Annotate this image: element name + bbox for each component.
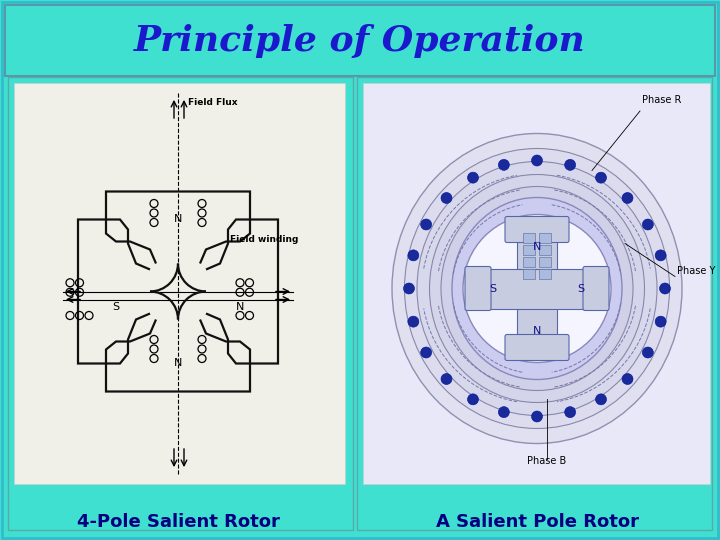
Ellipse shape	[441, 186, 633, 390]
Circle shape	[595, 394, 606, 405]
FancyBboxPatch shape	[465, 267, 491, 310]
FancyBboxPatch shape	[539, 245, 551, 254]
Text: 4-Pole Salient Rotor: 4-Pole Salient Rotor	[76, 513, 279, 531]
FancyBboxPatch shape	[523, 245, 535, 254]
FancyBboxPatch shape	[14, 83, 345, 484]
Circle shape	[403, 283, 415, 294]
Text: N: N	[533, 326, 541, 335]
Text: S: S	[112, 301, 120, 312]
FancyBboxPatch shape	[363, 83, 710, 484]
FancyBboxPatch shape	[505, 334, 569, 361]
Circle shape	[408, 316, 419, 327]
Text: N: N	[174, 214, 182, 225]
Text: A Salient Pole Rotor: A Salient Pole Rotor	[436, 513, 639, 531]
Circle shape	[564, 159, 575, 170]
Text: Phase Y: Phase Y	[677, 266, 716, 275]
FancyBboxPatch shape	[357, 77, 712, 530]
Circle shape	[655, 250, 666, 261]
Text: Phase B: Phase B	[527, 456, 567, 466]
Circle shape	[655, 316, 666, 327]
FancyBboxPatch shape	[8, 77, 353, 530]
FancyBboxPatch shape	[479, 268, 595, 308]
Circle shape	[408, 250, 419, 261]
Text: Principle of Operation: Principle of Operation	[134, 24, 586, 58]
Circle shape	[642, 347, 653, 358]
Circle shape	[622, 192, 633, 204]
Text: Field Flux: Field Flux	[188, 98, 238, 107]
Ellipse shape	[392, 133, 682, 443]
Text: N: N	[533, 241, 541, 252]
Circle shape	[498, 159, 509, 170]
Ellipse shape	[417, 161, 657, 415]
Circle shape	[441, 374, 452, 384]
FancyBboxPatch shape	[5, 5, 715, 76]
FancyBboxPatch shape	[523, 233, 535, 242]
FancyBboxPatch shape	[505, 217, 569, 242]
Circle shape	[467, 394, 479, 405]
Text: Phase R: Phase R	[642, 95, 681, 105]
Text: N: N	[174, 359, 182, 368]
Circle shape	[564, 407, 575, 417]
Circle shape	[531, 155, 542, 166]
Ellipse shape	[430, 174, 644, 402]
Circle shape	[622, 374, 633, 384]
FancyBboxPatch shape	[539, 268, 551, 279]
Ellipse shape	[452, 198, 622, 380]
FancyBboxPatch shape	[583, 267, 609, 310]
Ellipse shape	[463, 214, 611, 362]
Circle shape	[595, 172, 606, 183]
Text: Field winding: Field winding	[230, 234, 298, 244]
Circle shape	[531, 411, 542, 422]
FancyBboxPatch shape	[539, 233, 551, 242]
Circle shape	[642, 219, 653, 230]
Ellipse shape	[405, 148, 670, 429]
FancyBboxPatch shape	[517, 231, 557, 347]
FancyBboxPatch shape	[539, 256, 551, 267]
Circle shape	[441, 192, 452, 204]
Circle shape	[498, 407, 509, 417]
Circle shape	[660, 283, 670, 294]
Circle shape	[420, 347, 432, 358]
Circle shape	[467, 172, 479, 183]
Text: S: S	[577, 284, 585, 294]
Text: N: N	[236, 301, 244, 312]
Circle shape	[420, 219, 432, 230]
FancyBboxPatch shape	[523, 256, 535, 267]
FancyBboxPatch shape	[523, 268, 535, 279]
Text: S: S	[490, 284, 497, 294]
